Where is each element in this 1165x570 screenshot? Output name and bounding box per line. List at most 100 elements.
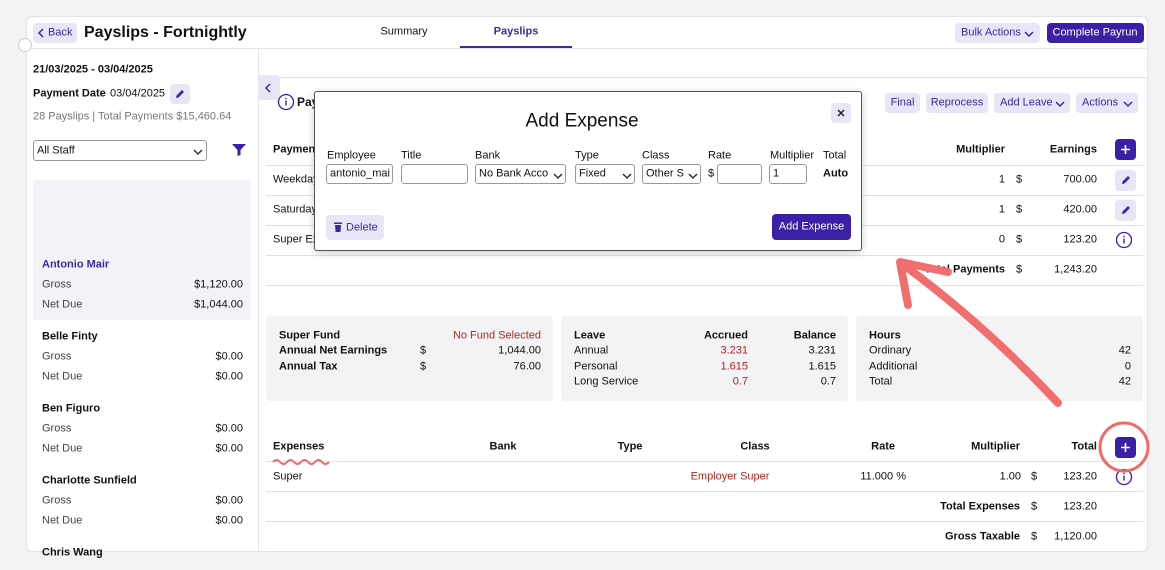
- divider: [266, 255, 1143, 256]
- employee-name: Antonio Mair: [42, 258, 110, 271]
- text: Type: [617, 440, 643, 453]
- complete-payrun[interactable]: [1047, 23, 1144, 43]
- page-title: Payslips - Fortnightly: [84, 24, 247, 41]
- action-button[interactable]: [1076, 93, 1138, 113]
- text: Add Leave: [1000, 96, 1053, 109]
- add-expense-button[interactable]: [772, 214, 851, 240]
- edit-button[interactable]: [1115, 170, 1136, 191]
- collapse-button[interactable]: [259, 75, 280, 100]
- text: 1: [998, 203, 1005, 216]
- text: Weekday: [273, 173, 319, 186]
- text: 28 Payslips | Total Payments $15,460.64: [33, 110, 232, 123]
- tab-underline: [460, 46, 572, 48]
- chevron: [264, 83, 273, 93]
- info-icon: [277, 93, 295, 111]
- text: $: [1016, 173, 1023, 186]
- field-value: No Bank Acco: [479, 168, 549, 180]
- text: Net Due: [42, 514, 83, 527]
- text: 123.20: [1063, 233, 1097, 246]
- summary-card: [266, 316, 553, 401]
- text: $1,044.00: [194, 298, 243, 311]
- chevron: [193, 147, 203, 156]
- action-button[interactable]: [885, 93, 920, 113]
- text: Total Expenses: [940, 500, 1020, 513]
- text: Saturday: [273, 203, 318, 216]
- text: Multiplier: [971, 440, 1020, 453]
- back-button[interactable]: [33, 23, 77, 43]
- text: 0.7: [820, 375, 836, 388]
- text: 1,243.20: [1054, 263, 1097, 276]
- employee-name: Ben Figuro: [42, 402, 101, 415]
- text: 11.000 %: [860, 470, 906, 483]
- text: Additional: [869, 360, 918, 372]
- text: Gross: [42, 350, 72, 363]
- text: Multiplier: [956, 143, 1005, 156]
- action-button[interactable]: [926, 93, 988, 113]
- text: $1,120.00: [194, 278, 243, 291]
- text: $: [708, 167, 715, 180]
- input[interactable]: [326, 164, 393, 184]
- text: $: [1031, 470, 1038, 483]
- edit-button[interactable]: [1115, 200, 1136, 221]
- staff-filter[interactable]: [33, 140, 207, 161]
- text: $0.00: [215, 514, 243, 527]
- text: Delete: [346, 221, 378, 234]
- employee-name: Charlotte Sunfield: [42, 474, 137, 487]
- divider: [259, 77, 1148, 78]
- text: Expenses: [273, 440, 325, 453]
- field-label: Bank: [475, 149, 501, 162]
- select[interactable]: [642, 164, 701, 184]
- employee-name: Belle Finty: [42, 330, 98, 343]
- text: Accrued: [703, 329, 748, 342]
- text: Super Fund: [279, 329, 341, 342]
- text: $0.00: [215, 422, 243, 435]
- input[interactable]: [769, 164, 807, 184]
- text: 42: [1118, 375, 1131, 388]
- field-label: Multiplier: [770, 149, 815, 162]
- tab: Summary: [380, 25, 428, 38]
- text: 1: [998, 173, 1005, 186]
- text: Employer Super: [690, 470, 770, 483]
- text: 1.615: [808, 360, 836, 372]
- input[interactable]: [717, 164, 762, 184]
- text: Annual Net Earnings: [279, 344, 388, 357]
- sidebar-toggle[interactable]: [18, 38, 32, 52]
- modal-title: Add Expense: [525, 110, 639, 132]
- text: 700.00: [1063, 173, 1097, 186]
- text: $: [1016, 203, 1023, 216]
- text: 123.20: [1063, 500, 1097, 513]
- header-border: [26, 48, 1148, 49]
- text: 1.615: [720, 360, 748, 372]
- bulk-actions[interactable]: [955, 23, 1040, 43]
- add-button[interactable]: [1115, 437, 1136, 458]
- text: Rate: [871, 440, 895, 453]
- text: Earnings: [1049, 143, 1097, 156]
- field-value: antonio_mai: [330, 168, 390, 180]
- select[interactable]: [575, 164, 635, 184]
- text: 420.00: [1063, 203, 1097, 216]
- text: $0.00: [215, 494, 243, 507]
- select[interactable]: [475, 164, 566, 184]
- field-label: Type: [575, 149, 599, 162]
- text: Total: [1071, 440, 1097, 453]
- add-button[interactable]: [1115, 139, 1136, 160]
- field-value: Fixed: [579, 168, 606, 180]
- text: 1,044.00: [498, 344, 541, 357]
- input[interactable]: [401, 164, 468, 184]
- text: Annual: [574, 344, 609, 357]
- text: No Fund Selected: [452, 329, 541, 342]
- text: 42: [1118, 344, 1131, 357]
- text: Personal: [574, 360, 618, 372]
- text: Class: [740, 440, 770, 453]
- tab-active: Payslips: [493, 25, 539, 38]
- close-button[interactable]: [831, 103, 851, 123]
- action-button[interactable]: [994, 93, 1070, 113]
- text: Gross: [42, 494, 72, 507]
- text: Add Expense: [778, 220, 845, 233]
- field-label: Title: [401, 149, 422, 162]
- edit-date[interactable]: [170, 84, 190, 104]
- text: 1.00: [999, 470, 1021, 483]
- divider: [266, 461, 1143, 462]
- text: Complete Payrun: [1052, 26, 1138, 39]
- field-label: Employee: [327, 149, 376, 162]
